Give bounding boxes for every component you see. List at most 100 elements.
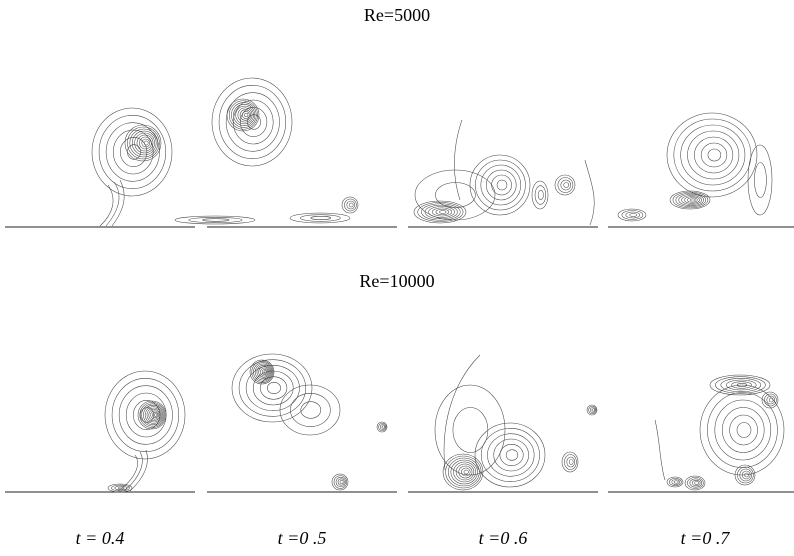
contour — [586, 404, 598, 416]
contour — [435, 182, 476, 208]
contour — [335, 476, 346, 488]
contour — [124, 124, 162, 162]
contour — [127, 126, 160, 160]
contour — [747, 144, 773, 216]
contour — [131, 130, 157, 156]
contour — [380, 424, 386, 430]
contour — [117, 454, 138, 492]
contour — [680, 124, 746, 186]
contour — [629, 213, 637, 217]
contour — [111, 484, 130, 492]
contour — [566, 456, 576, 468]
contour — [134, 132, 155, 154]
contour — [235, 105, 254, 125]
contour — [766, 395, 776, 405]
contour — [146, 407, 162, 423]
contour — [376, 421, 388, 433]
contour — [736, 422, 752, 438]
contour — [139, 136, 152, 150]
contour — [144, 406, 163, 424]
contour — [617, 208, 647, 222]
contour — [258, 366, 270, 378]
contour — [666, 112, 758, 198]
contour — [99, 184, 114, 227]
contour — [300, 214, 341, 222]
contour — [461, 467, 471, 477]
contour — [671, 479, 681, 485]
contour — [289, 212, 351, 224]
contour — [237, 107, 253, 123]
contour — [348, 202, 354, 208]
contour — [480, 428, 540, 482]
contour — [244, 112, 249, 118]
contour — [152, 411, 159, 419]
contour — [414, 169, 496, 221]
contour — [417, 202, 464, 222]
contour — [700, 142, 728, 168]
contour — [431, 207, 453, 217]
contour — [105, 181, 120, 227]
contour — [561, 451, 579, 473]
contour — [560, 179, 572, 191]
contour — [112, 129, 154, 175]
contour — [761, 391, 779, 409]
contour — [739, 468, 753, 482]
contour — [687, 477, 704, 489]
contour — [675, 192, 707, 208]
contour — [714, 399, 772, 461]
contour — [333, 475, 348, 489]
contour — [341, 196, 359, 214]
contour — [499, 444, 524, 466]
contour — [487, 433, 535, 477]
contour-panels — [5, 77, 794, 493]
contour — [141, 138, 151, 148]
contour — [678, 194, 704, 206]
contour — [300, 401, 322, 419]
contour — [141, 403, 165, 427]
contour — [729, 414, 758, 446]
contour — [721, 407, 765, 453]
contour — [563, 182, 569, 188]
contour — [137, 400, 167, 430]
contour — [447, 457, 480, 487]
contour — [143, 404, 164, 426]
contour — [463, 469, 469, 475]
contour — [238, 359, 307, 417]
contour — [684, 196, 700, 204]
contour — [381, 425, 385, 429]
contour — [290, 393, 331, 427]
contour — [737, 466, 754, 484]
contour — [450, 459, 478, 485]
contour — [253, 362, 273, 382]
contour — [119, 137, 148, 167]
contour — [458, 465, 473, 479]
contour — [105, 122, 160, 182]
contour — [153, 413, 158, 417]
contour — [139, 402, 166, 428]
contour — [129, 449, 148, 492]
contour — [228, 100, 258, 130]
contour — [434, 384, 506, 476]
contour — [114, 485, 128, 491]
contour — [734, 464, 756, 486]
contour — [554, 174, 576, 196]
contour — [764, 393, 777, 407]
contour — [218, 85, 287, 159]
column-label: t =0 .6 — [479, 528, 528, 548]
contour — [690, 198, 696, 202]
contour — [691, 479, 701, 487]
contour — [428, 206, 455, 218]
contour — [91, 107, 173, 197]
contour — [707, 148, 722, 162]
contour — [666, 476, 684, 488]
contour — [225, 92, 280, 152]
contour — [443, 354, 481, 471]
contour — [768, 397, 774, 403]
contour — [537, 190, 544, 200]
contour — [148, 409, 161, 421]
contour — [245, 365, 300, 411]
contour — [442, 453, 484, 491]
contour — [263, 370, 267, 374]
contour — [673, 480, 679, 484]
